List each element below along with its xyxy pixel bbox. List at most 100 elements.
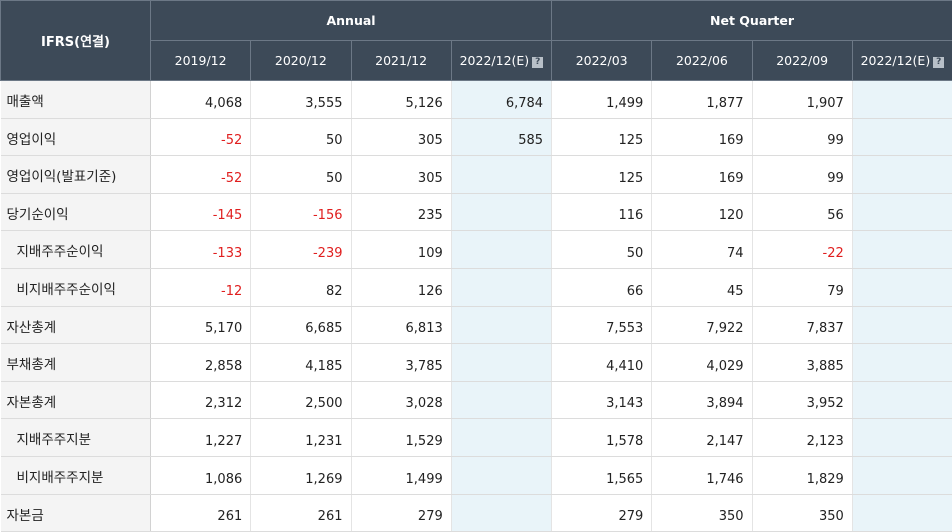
value-cell: 261	[151, 494, 251, 532]
period-label: 2021/12	[375, 53, 427, 68]
value-cell	[451, 456, 551, 494]
value-cell: 56	[752, 193, 852, 231]
annual-group-header: Annual	[151, 1, 552, 41]
value-cell: 125	[552, 156, 652, 194]
value-cell: 126	[351, 268, 451, 306]
value-cell: 1,086	[151, 456, 251, 494]
value-cell: 6,685	[251, 306, 351, 344]
info-icon[interactable]: ?	[933, 57, 944, 68]
value-cell: 50	[251, 118, 351, 156]
value-cell: 1,499	[552, 81, 652, 119]
period-header-quarter: 2022/09	[752, 41, 852, 81]
period-label: 2019/12	[175, 53, 227, 68]
period-header-annual: 2019/12	[151, 41, 251, 81]
value-cell	[852, 419, 952, 457]
value-cell: 1,877	[652, 81, 752, 119]
row-label: 당기순이익	[1, 193, 151, 231]
value-cell: 120	[652, 193, 752, 231]
value-cell: 99	[752, 118, 852, 156]
value-cell	[451, 306, 551, 344]
value-cell: 3,885	[752, 344, 852, 382]
value-cell	[451, 231, 551, 269]
value-cell: 1,746	[652, 456, 752, 494]
value-cell: 4,029	[652, 344, 752, 382]
value-cell: 6,784	[451, 81, 551, 119]
row-label: 부채총계	[1, 344, 151, 382]
period-header-annual: 2022/12(E)?	[451, 41, 551, 81]
value-cell: 1,499	[351, 456, 451, 494]
value-cell: 1,269	[251, 456, 351, 494]
value-cell	[852, 118, 952, 156]
row-label: 비지배주주순이익	[1, 268, 151, 306]
value-cell: 1,829	[752, 456, 852, 494]
value-cell: 3,028	[351, 381, 451, 419]
value-cell: 3,555	[251, 81, 351, 119]
value-cell: 116	[552, 193, 652, 231]
row-label: 자본총계	[1, 381, 151, 419]
info-icon[interactable]: ?	[532, 57, 543, 68]
value-cell	[451, 193, 551, 231]
value-cell: 79	[752, 268, 852, 306]
row-label: 매출액	[1, 81, 151, 119]
value-cell: -145	[151, 193, 251, 231]
row-label: 자산총계	[1, 306, 151, 344]
value-cell: 585	[451, 118, 551, 156]
value-cell: 7,837	[752, 306, 852, 344]
value-cell: 66	[552, 268, 652, 306]
value-cell: 2,312	[151, 381, 251, 419]
period-label: 2022/09	[776, 53, 828, 68]
value-cell: 2,147	[652, 419, 752, 457]
value-cell: 109	[351, 231, 451, 269]
value-cell: -239	[251, 231, 351, 269]
period-label: 2022/06	[676, 53, 728, 68]
period-header-quarter: 2022/03	[552, 41, 652, 81]
value-cell: 305	[351, 118, 451, 156]
standard-label: IFRS(연결)	[1, 1, 151, 81]
value-cell: 235	[351, 193, 451, 231]
period-header-annual: 2020/12	[251, 41, 351, 81]
period-header-quarter: 2022/12(E)?	[852, 41, 952, 81]
value-cell: -156	[251, 193, 351, 231]
value-cell: 74	[652, 231, 752, 269]
row-label: 지배주주순이익	[1, 231, 151, 269]
value-cell: 3,785	[351, 344, 451, 382]
value-cell: 99	[752, 156, 852, 194]
value-cell: 7,922	[652, 306, 752, 344]
value-cell: 261	[251, 494, 351, 532]
row-label: 비지배주주지분	[1, 456, 151, 494]
value-cell: 279	[552, 494, 652, 532]
value-cell: 7,553	[552, 306, 652, 344]
value-cell: -22	[752, 231, 852, 269]
value-cell: 1,529	[351, 419, 451, 457]
value-cell: 82	[251, 268, 351, 306]
value-cell: 1,227	[151, 419, 251, 457]
value-cell: 2,500	[251, 381, 351, 419]
value-cell	[852, 231, 952, 269]
value-cell	[852, 306, 952, 344]
period-label: 2022/03	[576, 53, 628, 68]
value-cell: 169	[652, 156, 752, 194]
value-cell: 2,858	[151, 344, 251, 382]
value-cell: 5,170	[151, 306, 251, 344]
period-label: 2022/12(E)	[861, 53, 931, 68]
value-cell: 350	[652, 494, 752, 532]
value-cell	[852, 268, 952, 306]
value-cell: 50	[552, 231, 652, 269]
row-label: 지배주주지분	[1, 419, 151, 457]
row-label: 자본금	[1, 494, 151, 532]
value-cell: 2,123	[752, 419, 852, 457]
value-cell: -52	[151, 156, 251, 194]
value-cell: 3,143	[552, 381, 652, 419]
value-cell	[852, 156, 952, 194]
value-cell: 45	[652, 268, 752, 306]
